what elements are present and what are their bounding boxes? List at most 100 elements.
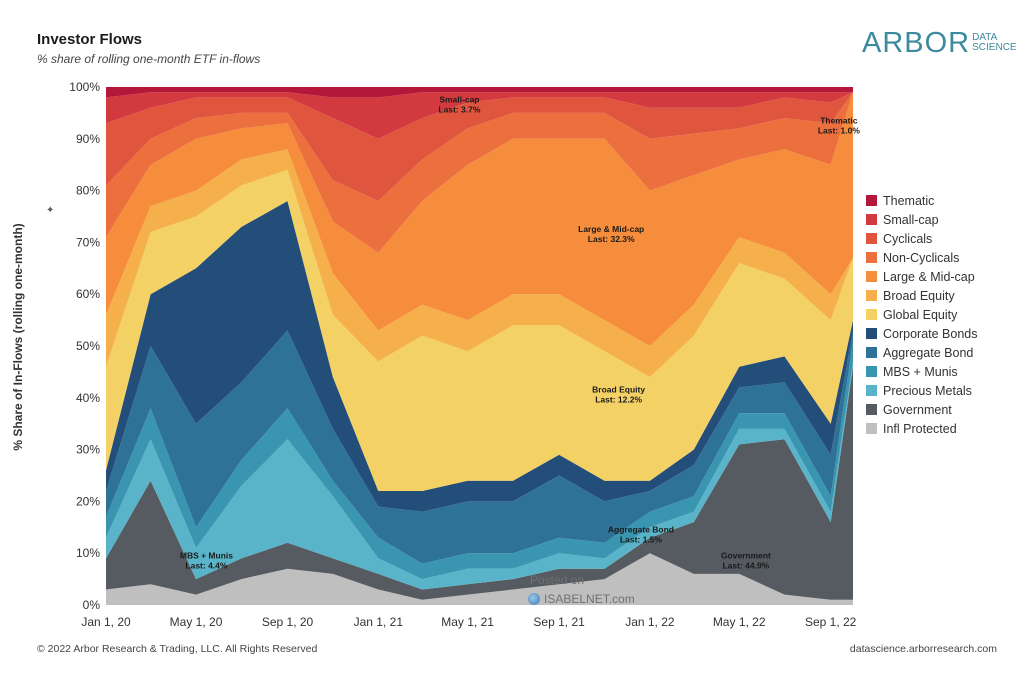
logo-sub-text: DATA SCIENCE bbox=[972, 33, 1016, 53]
y-axis-label-mark: ✦ bbox=[46, 205, 55, 216]
legend-swatch bbox=[866, 290, 877, 301]
logo-sub-line2: SCIENCE bbox=[972, 42, 1017, 53]
annotation-value: Last: 12.2% bbox=[595, 395, 642, 405]
legend-label: Infl Protected bbox=[883, 421, 957, 436]
legend-label: Cyclicals bbox=[883, 231, 933, 246]
annotation-title: Large & Mid-cap bbox=[578, 224, 644, 234]
area-non-cyclicals bbox=[106, 92, 853, 253]
area-small-cap bbox=[106, 92, 853, 139]
legend-item: Precious Metals bbox=[866, 381, 978, 400]
y-tick-label: 50% bbox=[76, 339, 100, 353]
x-tick-label: May 1, 21 bbox=[441, 615, 494, 629]
area-corporate-bonds bbox=[106, 201, 853, 512]
x-tick-label: Jan 1, 20 bbox=[81, 615, 131, 629]
area-broad-equity bbox=[106, 149, 853, 378]
y-tick-label: 70% bbox=[76, 235, 100, 249]
legend-item: Infl Protected bbox=[866, 419, 978, 438]
x-tick-label: May 1, 22 bbox=[713, 615, 766, 629]
legend-label: Large & Mid-cap bbox=[883, 269, 975, 284]
annotation-title: MBS + Munis bbox=[180, 550, 233, 560]
legend-swatch bbox=[866, 423, 877, 434]
y-tick-label: 40% bbox=[76, 391, 100, 405]
y-tick-label: 90% bbox=[76, 132, 100, 146]
x-tick-label: Jan 1, 22 bbox=[625, 615, 675, 629]
legend-item: Government bbox=[866, 400, 978, 419]
legend-label: Small-cap bbox=[883, 212, 939, 227]
legend-item: Broad Equity bbox=[866, 286, 978, 305]
x-tick-label: Jan 1, 21 bbox=[354, 615, 404, 629]
area-infl-protected bbox=[106, 553, 853, 605]
area-aggregate-bond bbox=[106, 330, 853, 564]
copyright-footer: © 2022 Arbor Research & Trading, LLC. Al… bbox=[37, 643, 318, 655]
legend-item: Non-Cyclicals bbox=[866, 248, 978, 267]
x-tick-label: May 1, 20 bbox=[170, 615, 223, 629]
arbor-logo: ARBOR DATA SCIENCE bbox=[862, 26, 1017, 60]
legend-label: Precious Metals bbox=[883, 383, 972, 398]
x-tick-label: Sep 1, 22 bbox=[805, 615, 857, 629]
legend: Thematic Small-cap Cyclicals Non-Cyclicals L… bbox=[866, 191, 978, 438]
annotation-title: Aggregate Bond bbox=[608, 524, 674, 534]
x-tick-label: Sep 1, 21 bbox=[533, 615, 585, 629]
y-tick-label: 60% bbox=[76, 287, 100, 301]
annotation-value: Last: 3.7% bbox=[438, 105, 480, 115]
globe-icon bbox=[528, 593, 540, 605]
chart-subtitle: % share of rolling one-month ETF in-flow… bbox=[37, 52, 261, 66]
logo-sub-line1: DATA bbox=[972, 32, 998, 43]
area-large-mid-cap bbox=[106, 92, 853, 346]
legend-swatch bbox=[866, 404, 877, 415]
legend-item: Corporate Bonds bbox=[866, 324, 978, 343]
legend-swatch bbox=[866, 366, 877, 377]
site-footer: datascience.arborresearch.com bbox=[849, 643, 997, 655]
legend-swatch bbox=[866, 328, 877, 339]
annotation-value: Last: 1.0% bbox=[818, 125, 860, 135]
legend-item: Global Equity bbox=[866, 305, 978, 324]
legend-swatch bbox=[866, 252, 877, 263]
chart-title: Investor Flows bbox=[37, 31, 143, 48]
legend-swatch bbox=[866, 195, 877, 206]
annotation-value: Last: 32.3% bbox=[588, 234, 635, 244]
legend-item: Cyclicals bbox=[866, 229, 978, 248]
legend-swatch bbox=[866, 233, 877, 244]
annotation-title: Broad Equity bbox=[592, 385, 645, 395]
watermark-line2: ISABELNET.com bbox=[544, 592, 635, 606]
legend-label: Aggregate Bond bbox=[883, 345, 974, 360]
annotation-title: Government bbox=[721, 550, 771, 560]
y-tick-label: 30% bbox=[76, 443, 100, 457]
y-tick-label: 20% bbox=[76, 494, 100, 508]
logo-main-text: ARBOR bbox=[862, 26, 971, 59]
annotation-value: Last: 4.4% bbox=[185, 560, 227, 570]
y-tick-label: 10% bbox=[76, 546, 100, 560]
area-mbs-munis bbox=[106, 340, 853, 580]
legend-item: MBS + Munis bbox=[866, 362, 978, 381]
annotation-value: Last: 1.5% bbox=[620, 534, 662, 544]
legend-label: Non-Cyclicals bbox=[883, 250, 960, 265]
legend-swatch bbox=[866, 385, 877, 396]
y-tick-label: 0% bbox=[83, 598, 101, 612]
area-thematic bbox=[106, 87, 853, 98]
legend-label: Government bbox=[883, 402, 952, 417]
legend-label: Corporate Bonds bbox=[883, 326, 978, 341]
legend-label: Thematic bbox=[883, 193, 935, 208]
legend-item: Aggregate Bond bbox=[866, 343, 978, 362]
annotation-title: Thematic bbox=[820, 115, 858, 125]
y-tick-label: 100% bbox=[69, 80, 100, 94]
legend-item: Small-cap bbox=[866, 210, 978, 229]
annotation-title: Small-cap bbox=[439, 95, 479, 105]
area-global-equity bbox=[106, 169, 853, 491]
legend-label: Global Equity bbox=[883, 307, 958, 322]
legend-swatch bbox=[866, 271, 877, 282]
legend-swatch bbox=[866, 309, 877, 320]
area-precious-metals bbox=[106, 361, 853, 590]
area-cyclicals bbox=[106, 92, 853, 201]
legend-swatch bbox=[866, 214, 877, 225]
annotation-value: Last: 44.9% bbox=[722, 560, 769, 570]
legend-swatch bbox=[866, 347, 877, 358]
area-government bbox=[106, 366, 853, 600]
watermark-line1: Posted on bbox=[530, 573, 585, 587]
legend-label: MBS + Munis bbox=[883, 364, 958, 379]
legend-label: Broad Equity bbox=[883, 288, 955, 303]
y-tick-label: 80% bbox=[76, 184, 100, 198]
legend-item: Large & Mid-cap bbox=[866, 267, 978, 286]
x-tick-label: Sep 1, 20 bbox=[262, 615, 314, 629]
